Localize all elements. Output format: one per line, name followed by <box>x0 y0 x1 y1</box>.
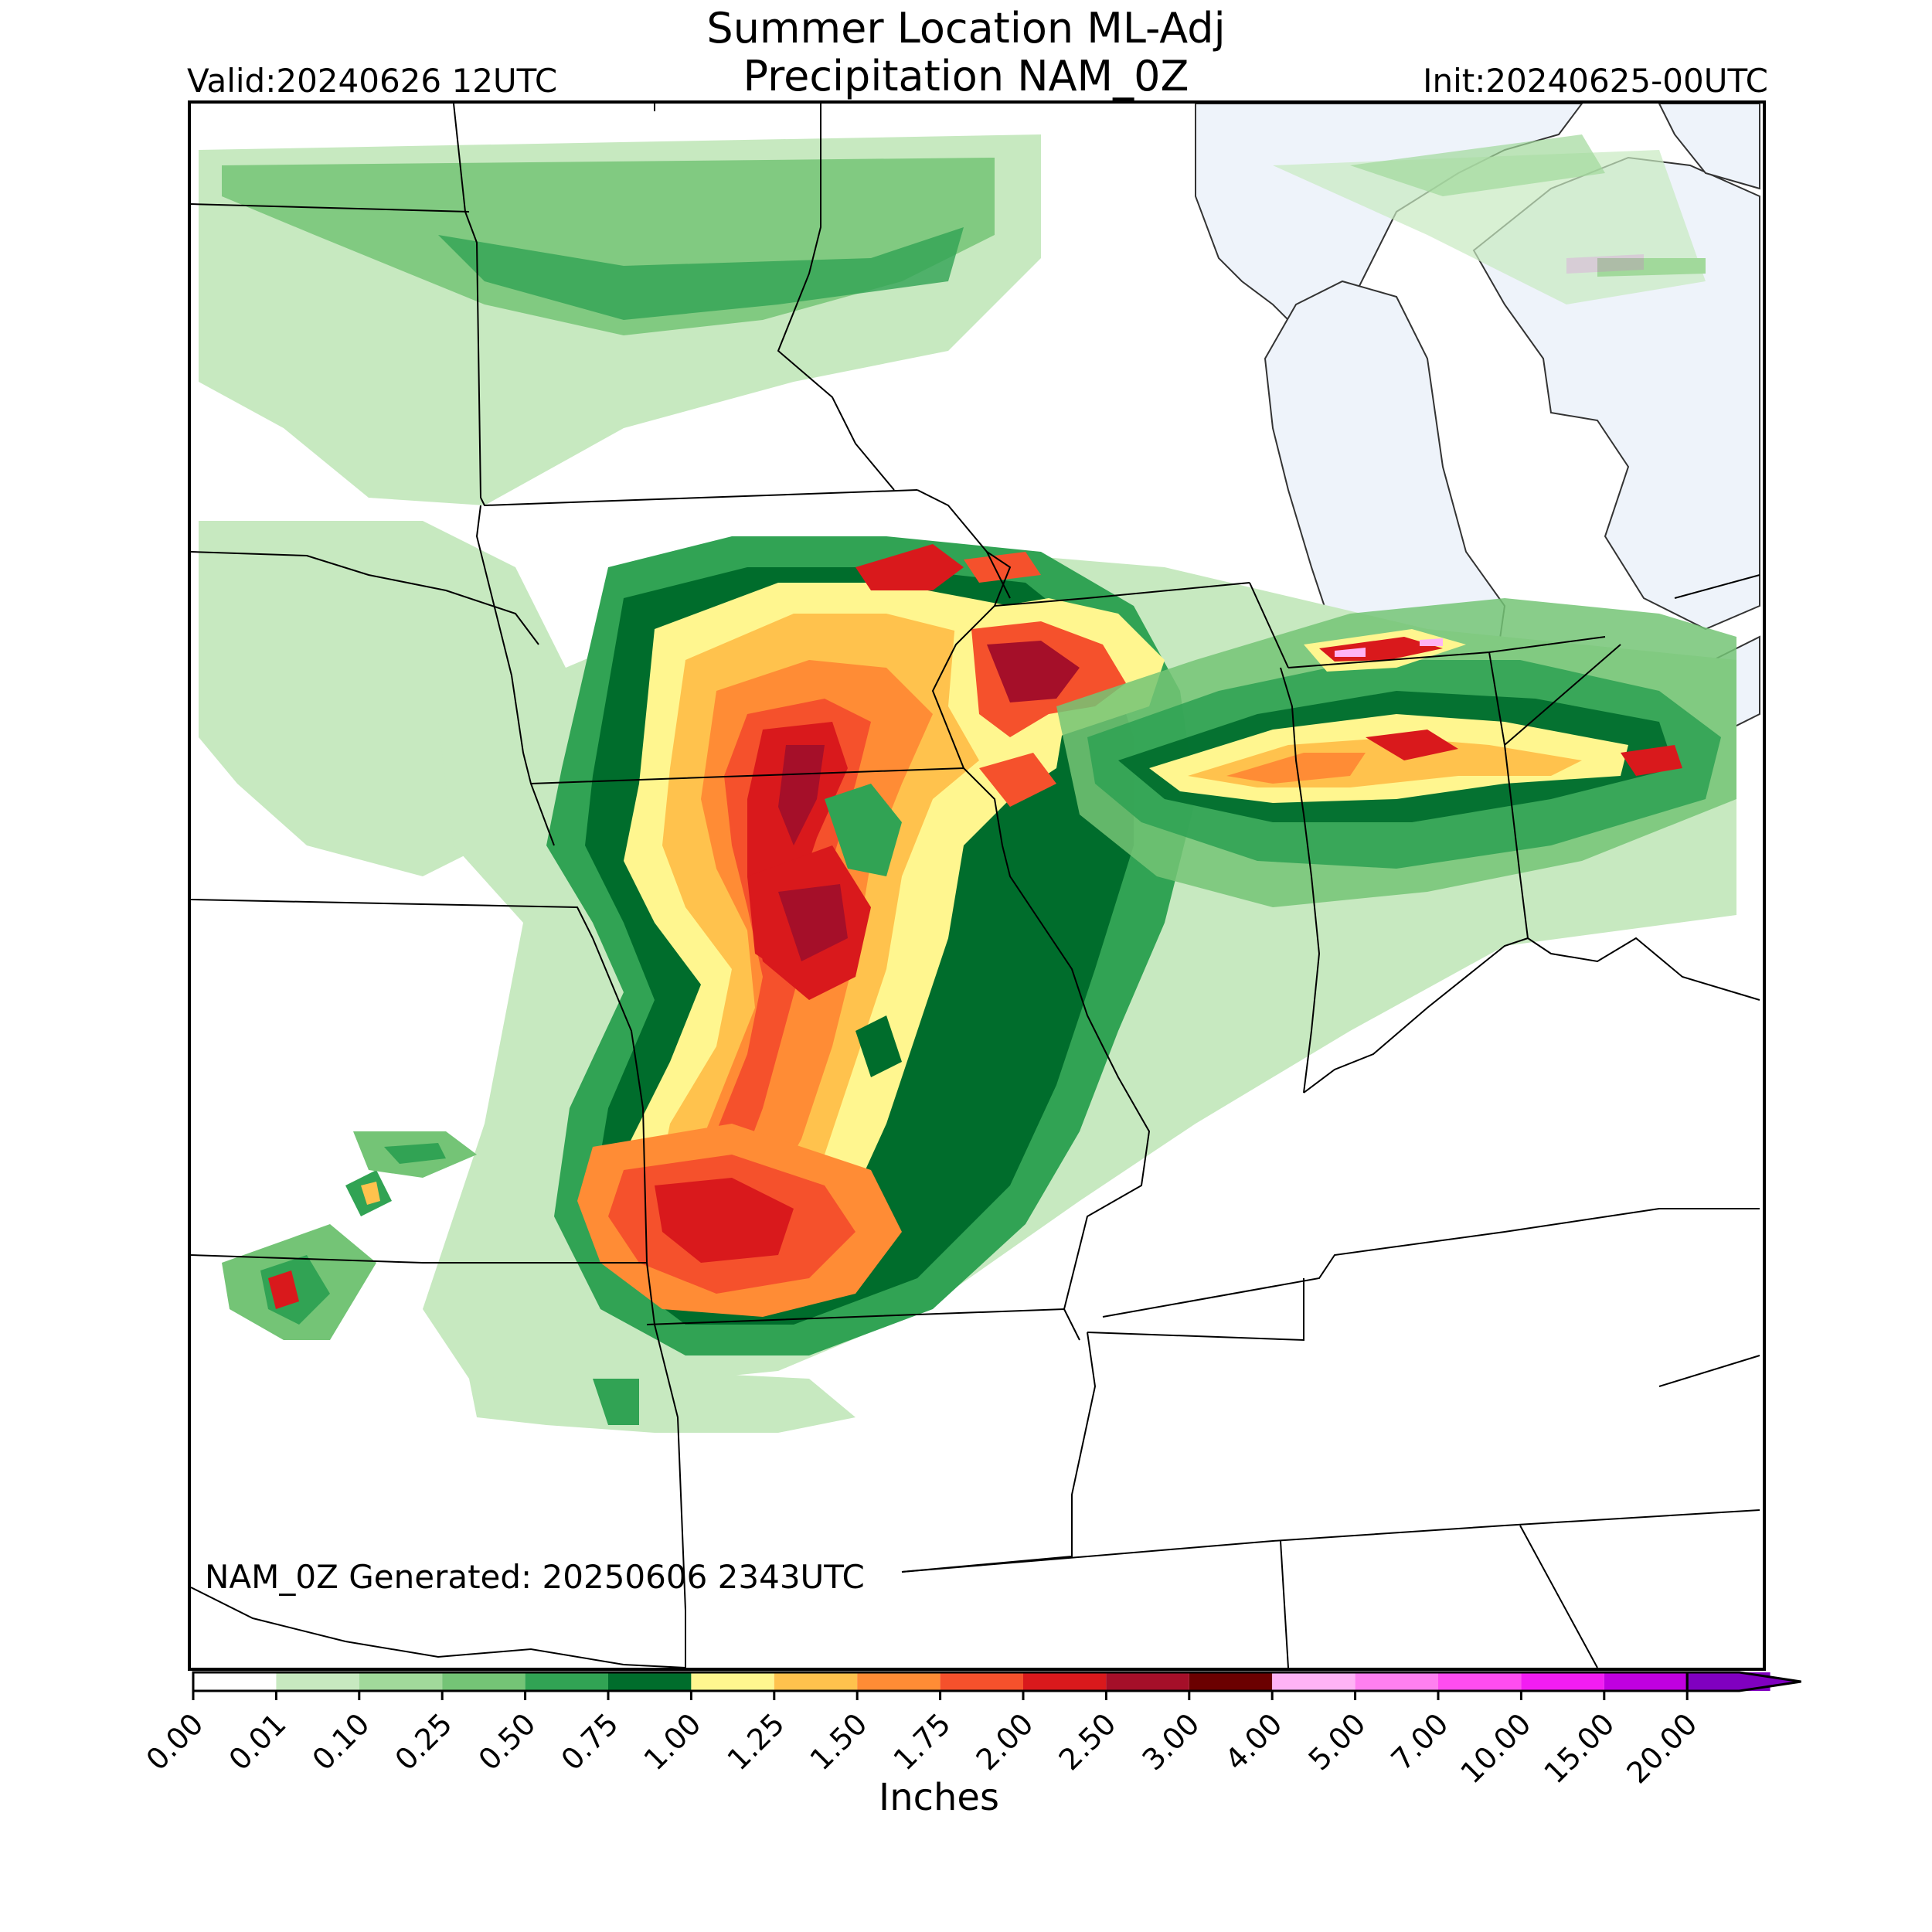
colorbar-cell-11 <box>1106 1672 1189 1691</box>
generated-note: NAM_0Z Generated: 20250606 2343UTC <box>205 1558 865 1596</box>
colorbar-cell-4 <box>525 1672 608 1691</box>
colorbar-cell-7 <box>774 1672 858 1691</box>
colorbar-extend-arrow <box>1685 1671 1801 1692</box>
colorbar-frame <box>192 1671 1801 1700</box>
map-canvas <box>191 104 1760 1668</box>
valid-time: Valid:20240626 12UTC <box>187 62 558 100</box>
precip-field <box>199 134 1736 1433</box>
map-title-line2: Precipitation NAM_0Z <box>743 52 1189 100</box>
colorbar-cell-0 <box>193 1672 277 1691</box>
colorbar-label: Inches <box>879 1776 999 1819</box>
colorbar-cell-13 <box>1272 1672 1355 1691</box>
colorbar-cell-12 <box>1189 1672 1273 1691</box>
colorbar-cell-10 <box>1023 1672 1107 1691</box>
colorbar-cell-9 <box>940 1672 1023 1691</box>
colorbar-cell-17 <box>1604 1672 1688 1691</box>
precipitation-map[interactable]: NAM_0Z Generated: 20250606 2343UTC <box>188 100 1766 1671</box>
state-borders <box>191 104 1760 1668</box>
lake-huron-east <box>1658 104 1760 190</box>
colorbar-cell-1 <box>276 1672 359 1691</box>
colorbar-cell-2 <box>359 1672 443 1691</box>
colorbar-cell-8 <box>857 1672 940 1691</box>
colorbar-cells <box>193 1672 1770 1691</box>
init-time: Init:20240625-00UTC <box>1423 62 1768 100</box>
map-title-line1: Summer Location ML-Adj <box>706 4 1226 53</box>
colorbar-cell-15 <box>1438 1672 1522 1691</box>
colorbar-cell-16 <box>1521 1672 1604 1691</box>
colorbar-cell-3 <box>442 1672 526 1691</box>
colorbar-cell-6 <box>691 1672 774 1691</box>
colorbar-cell-14 <box>1355 1672 1438 1691</box>
colorbar-cell-5 <box>608 1672 692 1691</box>
